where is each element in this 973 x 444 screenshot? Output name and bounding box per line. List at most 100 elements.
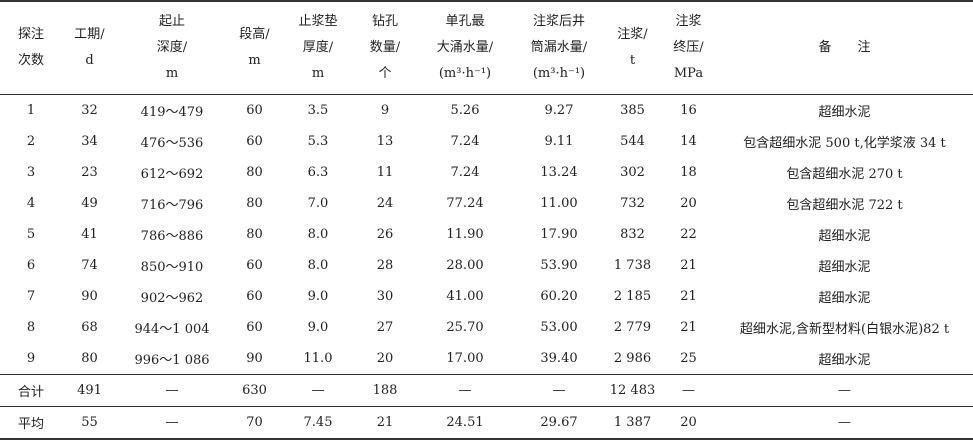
table-cell: 5.3 — [307, 133, 329, 149]
table-cell: 419～479 — [140, 104, 204, 120]
table-cell: 7.24 — [450, 164, 480, 180]
table-cell: 60 — [246, 257, 263, 273]
table-cell: 23 — [81, 164, 98, 180]
column-header-line: 钻孔 — [371, 13, 398, 29]
table-cell: 32 — [81, 102, 98, 118]
table-cell: 11.00 — [540, 195, 578, 211]
column-header-line: 止浆垫 — [298, 13, 338, 29]
table-cell: 平均 — [0, 405, 62, 440]
table-cell: 合计 — [0, 373, 62, 406]
table-cell: — — [117, 373, 227, 406]
table-cell: 80 — [246, 195, 263, 211]
table-cell: 80 — [81, 350, 98, 366]
table-cell: 14 — [680, 133, 697, 149]
note-cell: 包含超细水泥 722 t — [786, 197, 903, 213]
table-cell: 11.90 — [446, 226, 484, 242]
table-cell: 21 — [680, 257, 697, 273]
table-row: 2 34 476～536 60 5.3 13 7.24 9.11 544 14 包含超细水泥 500… — [0, 126, 973, 157]
column-header: 起止 深度/m — [117, 0, 227, 95]
note-cell: 超细水泥 — [818, 352, 871, 368]
column-header: 注浆/t — [604, 0, 661, 95]
column-header: 单孔最 大涌水量/ (m³·h⁻¹) — [416, 0, 514, 95]
table-cell: 27 — [376, 319, 394, 335]
table-cell: 24 — [376, 195, 394, 211]
table-cell: 1 738 — [613, 257, 652, 273]
table-cell: 41 — [81, 226, 98, 242]
table-cell: 902～962 — [140, 290, 204, 306]
table-cell: 9 — [380, 102, 390, 118]
table-cell: 20 — [376, 350, 394, 366]
table-cell: 11.0 — [303, 350, 333, 366]
note-cell: 超细水泥 — [818, 228, 871, 244]
table-row: 1 32 419～479 60 3.5 9 5.26 9.27 385 16 超细水泥 — [0, 94, 973, 126]
table-cell: 2 986 — [613, 350, 652, 366]
note-cell: 包含超细水泥 270 t — [786, 166, 903, 182]
table-cell: 11 — [376, 164, 394, 180]
column-header-line: 探注 — [17, 26, 44, 42]
column-header-line: 起止 — [158, 13, 185, 29]
table-cell: 9.0 — [307, 319, 329, 335]
summary-row: 合计 491—630—188— —12 483— — — [0, 373, 973, 406]
table-cell: 7.45 — [282, 405, 354, 440]
table-cell: 60 — [246, 288, 263, 304]
table-cell: 17.00 — [446, 350, 484, 366]
table-cell: 34 — [81, 133, 98, 149]
table-cell: 7.24 — [450, 133, 480, 149]
table-cell: 5.26 — [450, 102, 480, 118]
table-cell: 70 — [227, 405, 282, 440]
table-cell: 6 — [26, 257, 36, 273]
table-cell: 12 483 — [604, 373, 661, 406]
table-cell: 2 185 — [613, 288, 652, 304]
table-cell: 8.0 — [307, 257, 329, 273]
column-header-line: 备 注 — [818, 39, 871, 55]
table-cell: 8 — [26, 319, 36, 335]
note-cell: 超细水泥 — [818, 259, 871, 275]
table-cell: 17.90 — [540, 226, 578, 242]
table-cell: 77.24 — [446, 195, 484, 211]
column-header: 止浆垫厚度/m — [282, 0, 354, 95]
table-cell: 2 779 — [613, 319, 652, 335]
column-header-line: 注浆后井 — [532, 13, 585, 29]
table-cell: 25 — [680, 350, 697, 366]
table-cell: 24.51 — [416, 405, 514, 440]
note-cell: 超细水泥,含新型材料(白银水泥)82 t — [739, 321, 950, 337]
column-header-line: 厚度/ — [302, 39, 334, 55]
table-row: 9 80 996～1 086 90 11.0 20 17.00 39.40 2 986 25 超细水… — [0, 343, 973, 375]
table-cell: 28.00 — [446, 257, 484, 273]
column-header-line: 大涌水量/ — [436, 39, 494, 55]
table-cell: 20 — [680, 195, 697, 211]
table-cell: 7.0 — [307, 195, 329, 211]
table-cell: 786～886 — [140, 228, 204, 244]
table-cell: 90 — [81, 288, 98, 304]
table-row: 8 68 944～1 004 60 9.0 27 25.70 53.00 2 779 21 超细水泥… — [0, 312, 973, 343]
table-cell: 21 — [354, 405, 416, 440]
column-header-line: 段高/ — [239, 26, 270, 42]
table-row: 7 90 902～962 60 9.0 30 41.00 60.20 2 185 21 超细水泥 — [0, 281, 973, 312]
table-cell: 60 — [246, 102, 263, 118]
column-header-line: t — [629, 52, 636, 68]
table-cell: 302 — [620, 164, 645, 180]
column-header-line: 个 — [378, 65, 392, 81]
table-cell: 6.3 — [307, 164, 329, 180]
table-cell: 4 — [26, 195, 36, 211]
table-body: 1 32 419～479 60 3.5 9 5.26 9.27 385 16 超细水泥 2 34 476～… — [0, 94, 973, 440]
table-cell: 29.67 — [514, 405, 604, 440]
table-cell: 612～692 — [140, 166, 204, 182]
table-cell: — — [282, 373, 354, 406]
table-cell: 476～536 — [140, 135, 204, 151]
table-cell: 716～796 — [140, 197, 204, 213]
column-header-line: d — [85, 52, 94, 68]
table-cell: 385 — [620, 102, 645, 118]
table-cell: 60.20 — [540, 288, 578, 304]
column-header-line: m — [311, 65, 325, 81]
table-row: 4 49 716～796 80 7.0 24 77.24 11.00 732 20 包含超细水泥 7… — [0, 188, 973, 219]
column-header-line: 单孔最 — [445, 13, 485, 29]
column-header-line: 工期/ — [74, 26, 105, 42]
column-header-line: 筒漏水量/ — [530, 39, 588, 55]
column-header-line: 深度/ — [156, 39, 188, 55]
column-header-line: 注浆 — [675, 13, 702, 29]
table-cell: 850～910 — [140, 259, 204, 275]
table-cell: 53.90 — [540, 257, 578, 273]
table-cell: 630 — [227, 373, 282, 406]
